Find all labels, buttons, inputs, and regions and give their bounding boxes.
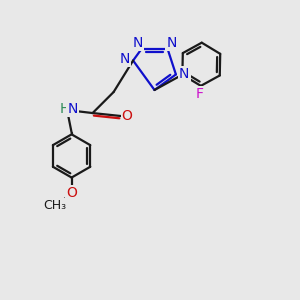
Text: N: N xyxy=(133,36,143,50)
Text: H: H xyxy=(59,101,70,116)
Text: N: N xyxy=(179,68,190,82)
Text: N: N xyxy=(67,101,78,116)
Text: O: O xyxy=(122,109,133,123)
Text: O: O xyxy=(66,186,77,200)
Text: N: N xyxy=(119,52,130,66)
Text: N: N xyxy=(166,36,176,50)
Text: F: F xyxy=(195,87,203,101)
Text: CH₃: CH₃ xyxy=(44,199,67,212)
